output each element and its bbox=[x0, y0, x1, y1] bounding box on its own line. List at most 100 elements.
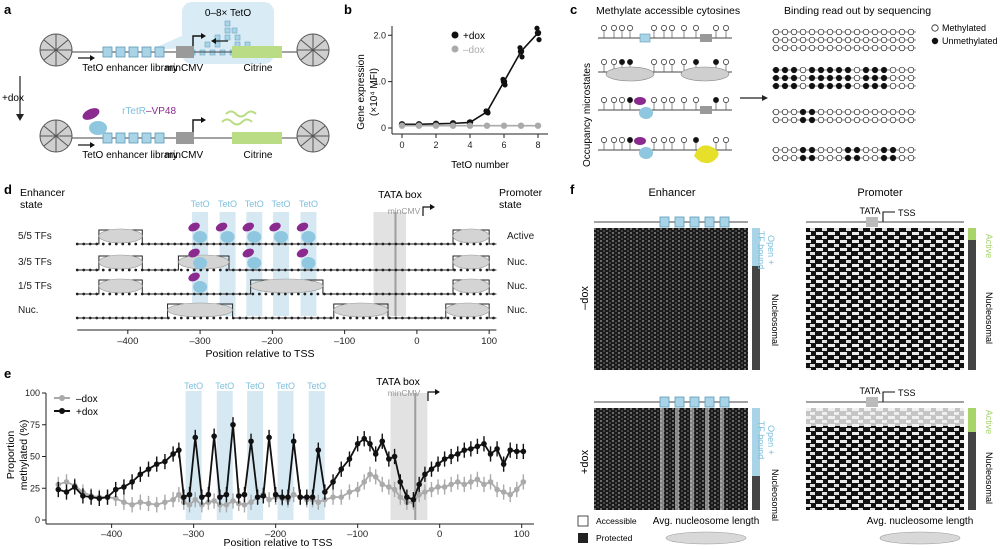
panel-b-ylabel-2: (×10⁴ MFI) bbox=[369, 68, 380, 116]
d-rtetr bbox=[247, 257, 262, 269]
c-lollipop-head bbox=[681, 59, 687, 65]
f-plus-tata: TATA bbox=[860, 386, 881, 396]
f-minus-dox-label: –dox bbox=[579, 286, 591, 310]
f-plus-prom-nuc-label: Nucleosomal bbox=[984, 452, 994, 504]
d-cpg-dot bbox=[466, 268, 469, 272]
e-point bbox=[162, 458, 168, 465]
panel-c-side-label: Occupancy microstates bbox=[582, 63, 593, 167]
d-cpg-dot bbox=[492, 292, 495, 296]
b-xtick-label: 8 bbox=[535, 140, 540, 150]
c-read-cpg bbox=[808, 82, 816, 90]
e-point bbox=[500, 461, 507, 467]
d-cpg-dot bbox=[420, 268, 424, 272]
e-point bbox=[176, 447, 182, 453]
d-cpg-dot bbox=[296, 268, 300, 272]
d-cpg-dot bbox=[225, 268, 229, 272]
c-read-cpg bbox=[826, 146, 834, 154]
d-cpg-dot bbox=[277, 316, 281, 320]
c-read-cpg bbox=[808, 66, 816, 74]
panel-d: d Enhancer state Promoter state TATA box… bbox=[4, 182, 543, 360]
c-lollipop-head bbox=[693, 97, 699, 103]
d-cpg-dot bbox=[147, 242, 151, 246]
c-read-cpg bbox=[871, 154, 879, 162]
b-point bbox=[449, 122, 457, 129]
c-read-cpg bbox=[853, 36, 861, 44]
f-plus-prom-active-bar bbox=[968, 408, 976, 432]
d-cpg-dot bbox=[329, 316, 333, 320]
c-read-cpg bbox=[808, 28, 816, 36]
panel-e: e Proportion methylated (%) TetO TetO TetO… bbox=[4, 366, 534, 549]
d-cpg-dot bbox=[472, 268, 476, 272]
f-minus-tss: TSS bbox=[898, 208, 916, 218]
vp48-domain bbox=[82, 108, 100, 120]
d-cpg-dot bbox=[309, 242, 313, 246]
d-cpg-dot bbox=[101, 316, 105, 320]
c-lollipop-head bbox=[627, 137, 633, 143]
e-point bbox=[186, 491, 193, 498]
c-lollipop-head bbox=[601, 59, 607, 65]
c-lollipop-head bbox=[723, 59, 729, 65]
c-read-cpg bbox=[799, 154, 807, 162]
c-lollipop-head bbox=[723, 97, 729, 103]
c-read-cpg bbox=[844, 44, 852, 52]
panel-d-letter: d bbox=[4, 182, 12, 197]
c-read-cpg bbox=[826, 108, 834, 116]
d-cpg-dot bbox=[205, 242, 209, 246]
e-point bbox=[461, 481, 468, 488]
c-read-cpg bbox=[871, 108, 879, 116]
c-read-cpg bbox=[826, 66, 834, 74]
c-read-cpg bbox=[790, 154, 798, 162]
c-read-cpg bbox=[790, 146, 798, 154]
d-cpg-dot bbox=[368, 292, 372, 296]
d-cpg-dot bbox=[322, 268, 326, 272]
c-lollipop-head bbox=[627, 25, 633, 31]
c-read-cpg bbox=[835, 146, 843, 154]
e-point bbox=[448, 453, 454, 460]
f-minus-nuc-label: Nucleosomal bbox=[770, 294, 780, 346]
d-cpg-dot bbox=[446, 242, 450, 246]
d-cpg-dot bbox=[440, 292, 443, 296]
d-cpg-dot bbox=[127, 268, 131, 272]
d-cpg-dot bbox=[134, 242, 138, 246]
d-cpg-dot bbox=[134, 268, 138, 272]
panel-e-axes: 0 25 50 75 100 –400 –300 –200 –100 0 100 bbox=[25, 388, 534, 540]
c-lollipop-head bbox=[619, 59, 625, 65]
c-read-cpg bbox=[799, 44, 807, 52]
e-point bbox=[441, 484, 448, 490]
d-row-label-left: Nuc. bbox=[18, 305, 39, 316]
e-point bbox=[63, 489, 70, 495]
panel-c-reads bbox=[772, 28, 916, 162]
c-read-cpg bbox=[781, 28, 789, 36]
d-cpg-dot bbox=[459, 268, 463, 272]
d-cpg-dot bbox=[101, 242, 105, 246]
e-point bbox=[461, 447, 468, 453]
d-xtick-label: 0 bbox=[414, 336, 419, 347]
d-cpg-dot bbox=[401, 316, 404, 320]
d-cpg-dot bbox=[459, 292, 463, 296]
d-cpg-dot bbox=[427, 268, 430, 272]
e-point bbox=[474, 443, 481, 450]
d-teto-label: TetO bbox=[191, 199, 210, 209]
d-cpg-dot bbox=[368, 316, 372, 320]
d-cpg-dot bbox=[88, 242, 92, 246]
d-cpg-dot bbox=[199, 242, 203, 246]
e-point bbox=[180, 494, 187, 500]
d-cpg-dot bbox=[342, 316, 346, 320]
d-nucleosome bbox=[98, 254, 143, 270]
c-read-cpg bbox=[772, 154, 780, 162]
e-point bbox=[322, 489, 328, 495]
legend-e-plus-marker bbox=[59, 408, 65, 414]
d-cpg-dot bbox=[296, 242, 300, 246]
c-teto-box bbox=[639, 33, 651, 43]
e-point bbox=[386, 484, 392, 490]
d-cpg-dot bbox=[95, 292, 99, 296]
d-cpg-dot bbox=[225, 242, 229, 246]
d-cpg-dot bbox=[166, 268, 170, 272]
f-plus-prom-active-block bbox=[806, 408, 964, 426]
b-point bbox=[500, 122, 508, 129]
d-cpg-dot bbox=[440, 242, 443, 246]
d-cpg-dot bbox=[251, 292, 255, 296]
d-cpg-dot bbox=[192, 292, 196, 296]
d-vp48 bbox=[188, 248, 200, 258]
c-read-cpg bbox=[880, 28, 888, 36]
